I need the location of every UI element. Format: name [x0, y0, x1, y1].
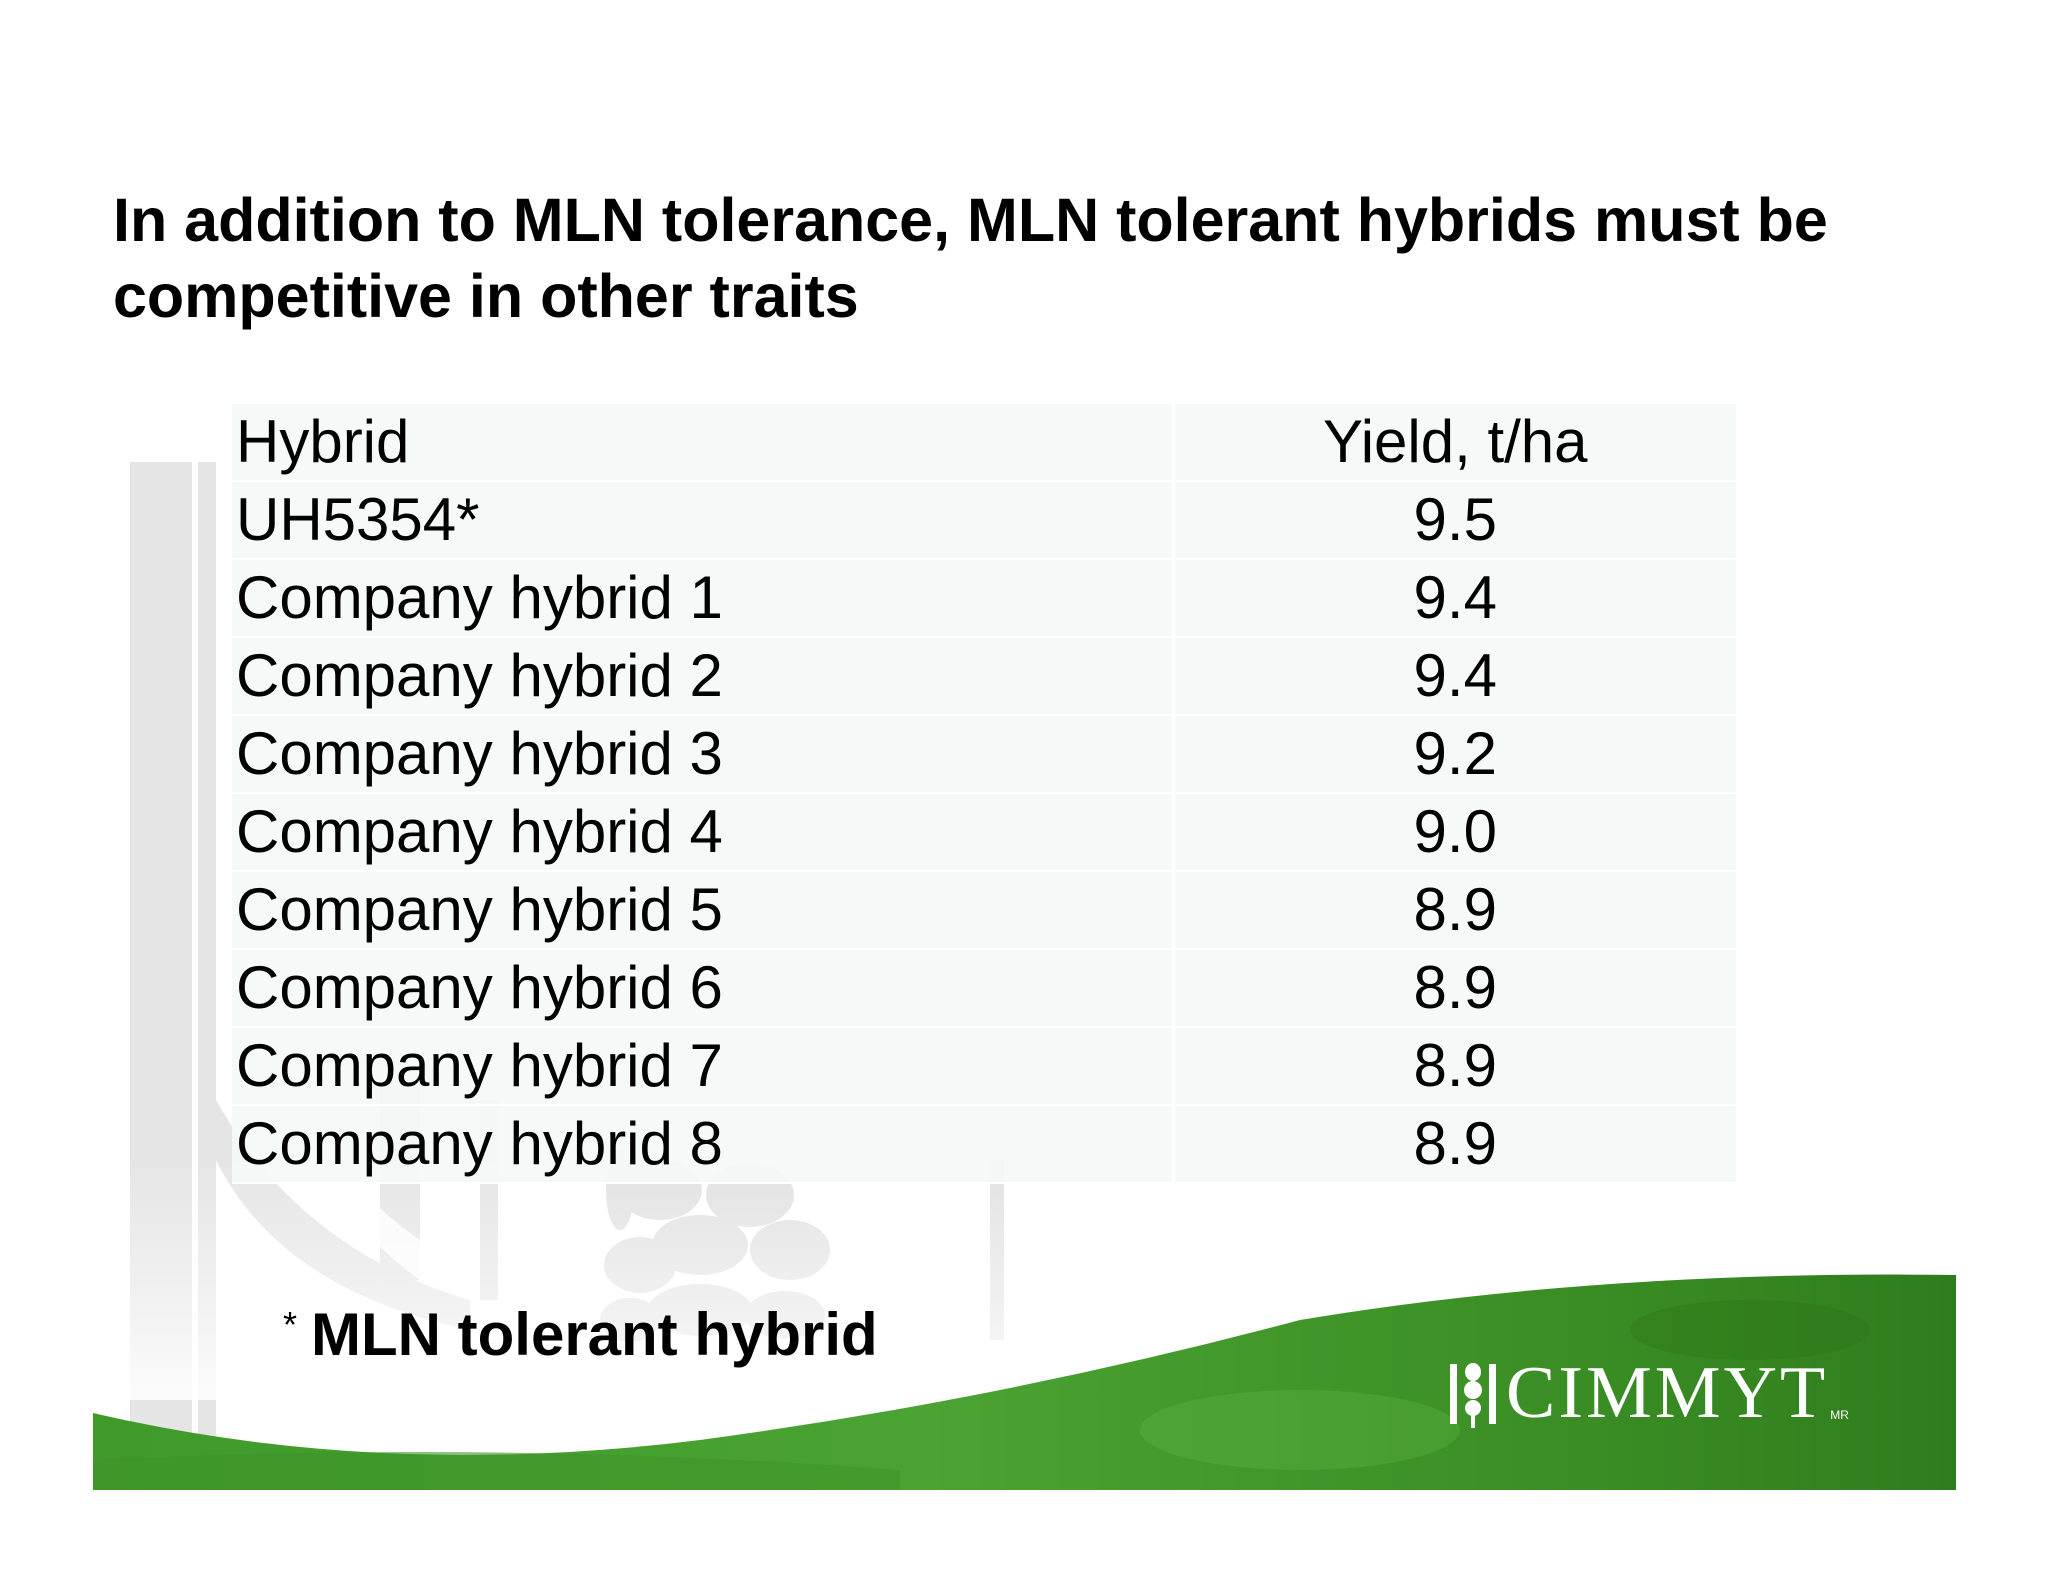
logo-text: CIMMYT — [1506, 1352, 1829, 1434]
hybrid-name: Company hybrid 4 — [232, 793, 1175, 872]
table-row: UH5354* 9.5 — [232, 481, 1736, 560]
wheat-emblem-icon — [1450, 1363, 1496, 1428]
table-header-row: Hybrid Yield, t/ha — [232, 404, 1736, 482]
hybrid-name: Company hybrid 2 — [232, 637, 1175, 716]
yield-value: 8.9 — [1173, 949, 1736, 1028]
yield-value: 9.2 — [1173, 715, 1736, 794]
table-row: Company hybrid 3 9.2 — [232, 715, 1736, 794]
table-row: Company hybrid 1 9.4 — [232, 559, 1736, 638]
yield-value: 8.9 — [1173, 871, 1736, 950]
table-row: Company hybrid 7 8.9 — [232, 1027, 1736, 1106]
hybrid-name: Company hybrid 1 — [232, 559, 1175, 638]
table-row: Company hybrid 8 8.9 — [232, 1105, 1736, 1184]
hybrid-name: UH5354* — [232, 481, 1175, 560]
footnote: * MLN tolerant hybrid — [283, 1300, 878, 1369]
yield-value: 8.9 — [1173, 1105, 1736, 1184]
slide-title: In addition to MLN tolerance, MLN tolera… — [113, 186, 1828, 330]
yield-table: Hybrid Yield, t/ha UH5354* 9.5 Company h… — [232, 404, 1736, 1184]
footnote-text: MLN tolerant hybrid — [311, 1301, 878, 1368]
header-yield: Yield, t/ha — [1173, 404, 1736, 482]
hybrid-name: Company hybrid 7 — [232, 1027, 1175, 1106]
table-row: Company hybrid 4 9.0 — [232, 793, 1736, 872]
hybrid-name: Company hybrid 8 — [232, 1105, 1175, 1184]
cimmyt-logo: CIMMYT MR — [1450, 1350, 1849, 1430]
yield-value: 9.0 — [1173, 793, 1736, 872]
header-hybrid: Hybrid — [232, 404, 1175, 482]
yield-value: 9.4 — [1173, 559, 1736, 638]
table-row: Company hybrid 2 9.4 — [232, 637, 1736, 716]
yield-value: 8.9 — [1173, 1027, 1736, 1106]
footnote-marker: * — [283, 1304, 298, 1345]
green-banner — [93, 1274, 1956, 1490]
yield-value: 9.5 — [1173, 481, 1736, 560]
logo-mark: MR — [1830, 1408, 1849, 1422]
table-row: Company hybrid 5 8.9 — [232, 871, 1736, 950]
hybrid-name: Company hybrid 3 — [232, 715, 1175, 794]
hybrid-name: Company hybrid 5 — [232, 871, 1175, 950]
yield-value: 9.4 — [1173, 637, 1736, 716]
hybrid-name: Company hybrid 6 — [232, 949, 1175, 1028]
table-row: Company hybrid 6 8.9 — [232, 949, 1736, 1028]
